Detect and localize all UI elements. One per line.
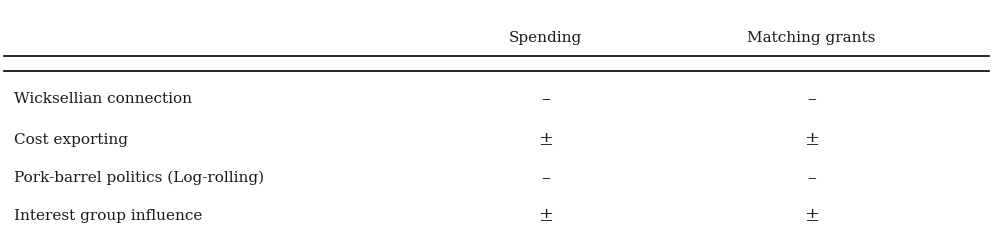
Text: Interest group influence: Interest group influence — [14, 209, 203, 223]
Text: –: – — [541, 169, 550, 187]
Text: ±: ± — [538, 207, 553, 225]
Text: Spending: Spending — [509, 31, 582, 45]
Text: Pork-barrel politics (Log-rolling): Pork-barrel politics (Log-rolling) — [14, 170, 264, 185]
Text: –: – — [807, 90, 816, 108]
Text: Wicksellian connection: Wicksellian connection — [14, 92, 192, 106]
Text: –: – — [807, 169, 816, 187]
Text: ±: ± — [804, 131, 819, 149]
Text: Cost exporting: Cost exporting — [14, 133, 128, 147]
Text: ±: ± — [804, 207, 819, 225]
Text: –: – — [541, 90, 550, 108]
Text: ±: ± — [538, 131, 553, 149]
Text: Matching grants: Matching grants — [748, 31, 876, 45]
